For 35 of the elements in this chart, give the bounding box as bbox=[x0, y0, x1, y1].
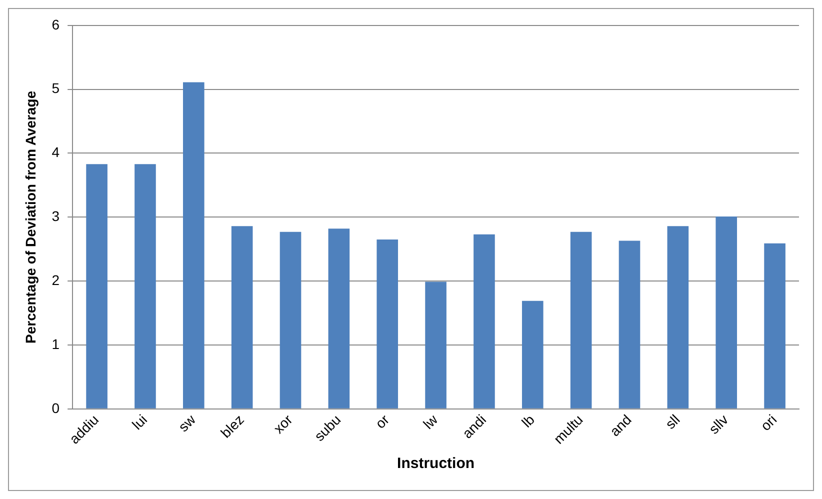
bar bbox=[280, 232, 302, 408]
bar bbox=[183, 82, 204, 408]
y-axis-title: Percentage of Deviation from Average bbox=[22, 90, 38, 344]
x-tick-label: or bbox=[372, 411, 392, 432]
x-tick-label: blez bbox=[217, 411, 247, 441]
y-tick-label: 4 bbox=[52, 144, 60, 160]
bar bbox=[618, 240, 640, 408]
bar bbox=[425, 282, 446, 408]
bar bbox=[522, 300, 544, 408]
y-tick-label: 2 bbox=[52, 272, 60, 288]
x-tick-label: and bbox=[606, 411, 634, 440]
x-tick-label: lw bbox=[420, 410, 442, 432]
bar bbox=[86, 164, 108, 408]
bar bbox=[376, 240, 398, 408]
bar bbox=[328, 228, 350, 408]
y-tick-label: 0 bbox=[52, 400, 60, 416]
x-tick-label: xor bbox=[270, 411, 296, 436]
x-axis-title: Instruction bbox=[397, 455, 475, 472]
y-tick-label: 6 bbox=[52, 16, 60, 32]
bar bbox=[570, 232, 592, 408]
bar bbox=[134, 164, 156, 408]
bar bbox=[231, 226, 253, 408]
bar bbox=[474, 234, 495, 408]
x-tick-label: sw bbox=[175, 410, 200, 435]
x-tick-label: lui bbox=[128, 411, 150, 433]
bar bbox=[764, 243, 786, 408]
bar bbox=[716, 216, 738, 408]
y-tick-label: 1 bbox=[52, 336, 60, 352]
y-tick-label: 3 bbox=[52, 208, 60, 224]
x-tick-label: ori bbox=[757, 411, 780, 434]
y-tick-label: 5 bbox=[52, 80, 60, 96]
x-tick-label: sllv bbox=[706, 411, 732, 437]
x-tick-label: lb bbox=[518, 411, 538, 430]
bar bbox=[667, 226, 689, 408]
x-tick-label: sll bbox=[662, 411, 683, 432]
